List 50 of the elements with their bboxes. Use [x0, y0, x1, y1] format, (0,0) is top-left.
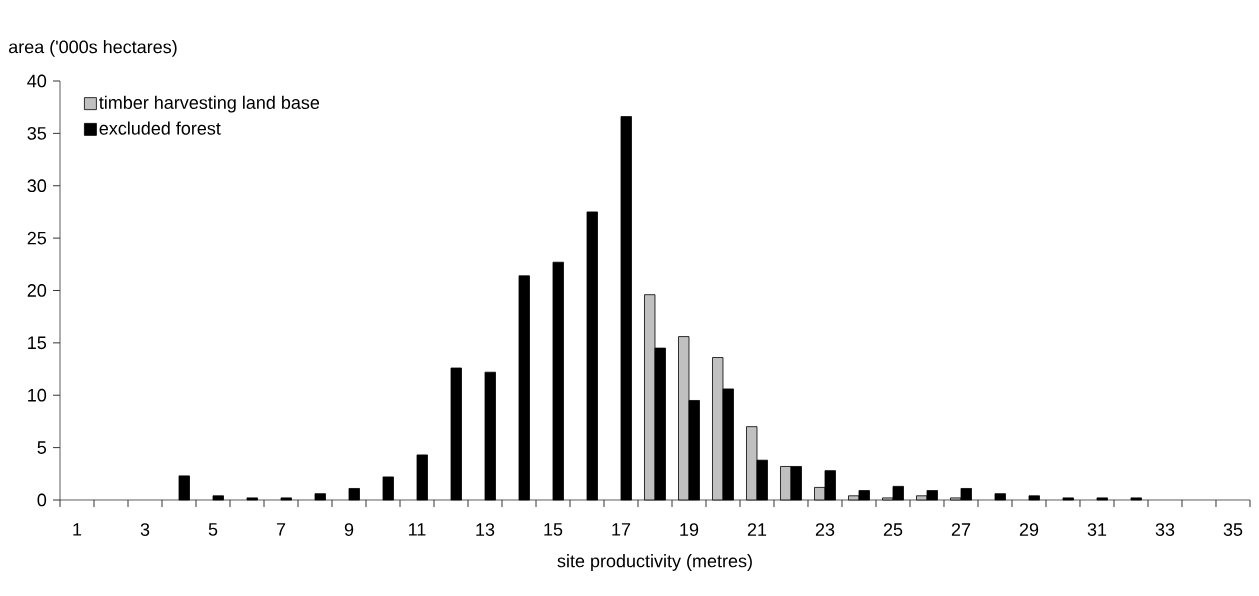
x-tick-label: 19 — [680, 523, 699, 536]
x-tick-label: 3 — [140, 523, 150, 536]
y-tick-label: 25 — [27, 231, 47, 245]
x-tick-label: 27 — [951, 523, 971, 536]
bar — [450, 367, 462, 501]
bar — [314, 493, 326, 501]
x-tick-label: 7 — [276, 523, 286, 536]
bar — [416, 454, 428, 501]
bar — [246, 497, 258, 501]
bar — [1096, 497, 1108, 501]
x-tick-label: 17 — [612, 523, 631, 536]
x-tick-label: 23 — [815, 523, 835, 536]
x-axis-title: site productivity (metres) — [557, 554, 752, 571]
bar — [586, 211, 598, 501]
x-tick-label: 15 — [544, 523, 563, 536]
bar — [212, 495, 224, 501]
y-tick-label: 15 — [28, 336, 47, 350]
bar — [382, 476, 394, 501]
x-tick-label: 1 — [73, 523, 82, 536]
bar — [552, 261, 564, 501]
bar — [620, 116, 632, 501]
y-axis-title: area ('000s hectares) — [8, 40, 177, 57]
y-tick-label: 35 — [27, 126, 47, 140]
x-tick-label: 35 — [1223, 523, 1243, 536]
bar — [1028, 495, 1040, 501]
bar — [280, 497, 292, 501]
bar — [484, 371, 496, 501]
bar — [994, 493, 1006, 501]
y-tick-label: 20 — [27, 284, 47, 297]
bar — [178, 475, 190, 501]
bar — [1062, 497, 1074, 501]
x-tick-label: 21 — [747, 523, 767, 536]
y-tick-label: 30 — [27, 179, 47, 193]
x-tick-label: 9 — [344, 523, 354, 536]
x-tick-label: 31 — [1087, 523, 1107, 536]
y-tick-label: 40 — [27, 74, 47, 88]
x-tick-label: 33 — [1155, 523, 1175, 536]
x-tick-label: 25 — [883, 523, 903, 536]
x-tick-label: 5 — [208, 523, 218, 536]
y-tick-label: 10 — [28, 388, 47, 402]
x-tick-label: 11 — [409, 523, 426, 536]
x-tick-label: 29 — [1019, 523, 1039, 536]
y-tick-label: 0 — [37, 493, 47, 507]
legend-label: excluded forest — [99, 121, 221, 135]
legend-label: timber harvesting land base — [99, 95, 320, 113]
bar — [348, 488, 360, 501]
bar — [1130, 497, 1142, 501]
x-tick-label: 13 — [476, 523, 495, 536]
bar — [518, 275, 530, 501]
y-tick-label: 5 — [37, 441, 47, 454]
